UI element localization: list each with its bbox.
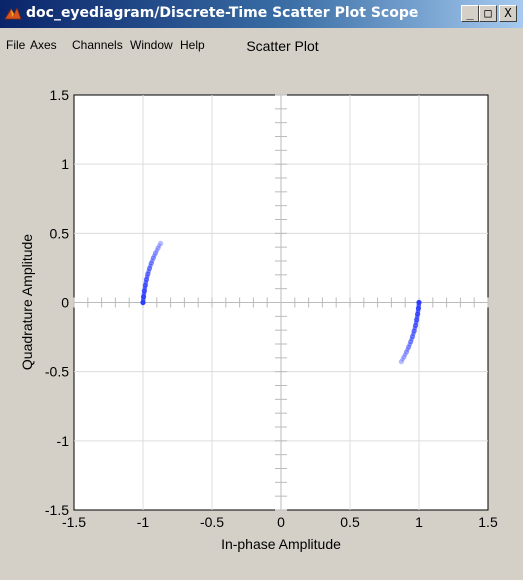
x-tick-label: 0.5 [340, 514, 360, 530]
close-button[interactable]: X [499, 5, 517, 22]
y-tick-label: 1.5 [50, 87, 70, 103]
x-tick-labels: -1.5 -1 -0.5 0 0.5 1 1.5 [62, 514, 498, 530]
scatter-point [152, 250, 159, 256]
maximize-button[interactable]: □ [479, 5, 497, 22]
title-bar[interactable]: doc_eyediagram/Discrete-Time Scatter Plo… [0, 0, 523, 28]
x-tick-label: -1.5 [62, 514, 86, 530]
menu-channels[interactable]: Channels [72, 38, 123, 52]
scatter-point [155, 245, 161, 251]
scatter-point [398, 359, 404, 365]
menu-window[interactable]: Window [130, 38, 173, 52]
scatter-point [140, 299, 146, 306]
y-tick-label: 1 [61, 156, 69, 172]
scatter-point [157, 243, 162, 248]
x-tick-label: 1.5 [478, 514, 498, 530]
y-tick-label: -1 [57, 433, 70, 449]
scatter-point [401, 354, 407, 360]
y-axis-label: Quadrature Amplitude [19, 234, 35, 370]
scatter-point [406, 344, 412, 350]
x-tick-label: -0.5 [200, 514, 224, 530]
x-tick-label: 1 [415, 514, 423, 530]
y-tick-label: 0.5 [50, 225, 70, 241]
scatter-point [158, 240, 164, 246]
scatter-point [150, 255, 156, 261]
scatter-point [408, 339, 414, 345]
scatter-point [148, 260, 154, 266]
menu-file[interactable]: File [6, 38, 26, 52]
data-points [140, 240, 422, 365]
menu-axes[interactable]: Axes [30, 38, 57, 52]
x-axis-label: In-phase Amplitude [221, 536, 341, 552]
minimize-button[interactable]: _ [461, 5, 479, 22]
y-tick-label: 0 [61, 295, 69, 311]
matlab-icon [4, 6, 22, 20]
menu-help[interactable]: Help [180, 38, 205, 52]
y-tick-label: -0.5 [45, 364, 69, 380]
x-tick-label: -1 [137, 514, 150, 530]
plot-title: Scatter Plot [246, 38, 319, 54]
scatter-point [400, 357, 405, 362]
window-title: doc_eyediagram/Discrete-Time Scatter Plo… [26, 5, 419, 21]
scatter-point [403, 349, 410, 355]
scatter-point [416, 299, 422, 306]
y-tick-label: -1.5 [45, 502, 69, 518]
scatter-point [402, 352, 408, 357]
scatter-point [154, 248, 160, 253]
menu-bar: File Axes Channels Window Help [0, 28, 523, 56]
x-tick-label: 0 [277, 514, 285, 530]
y-tick-labels: -1.5 -1 -0.5 0 0.5 1 1.5 [45, 87, 69, 518]
